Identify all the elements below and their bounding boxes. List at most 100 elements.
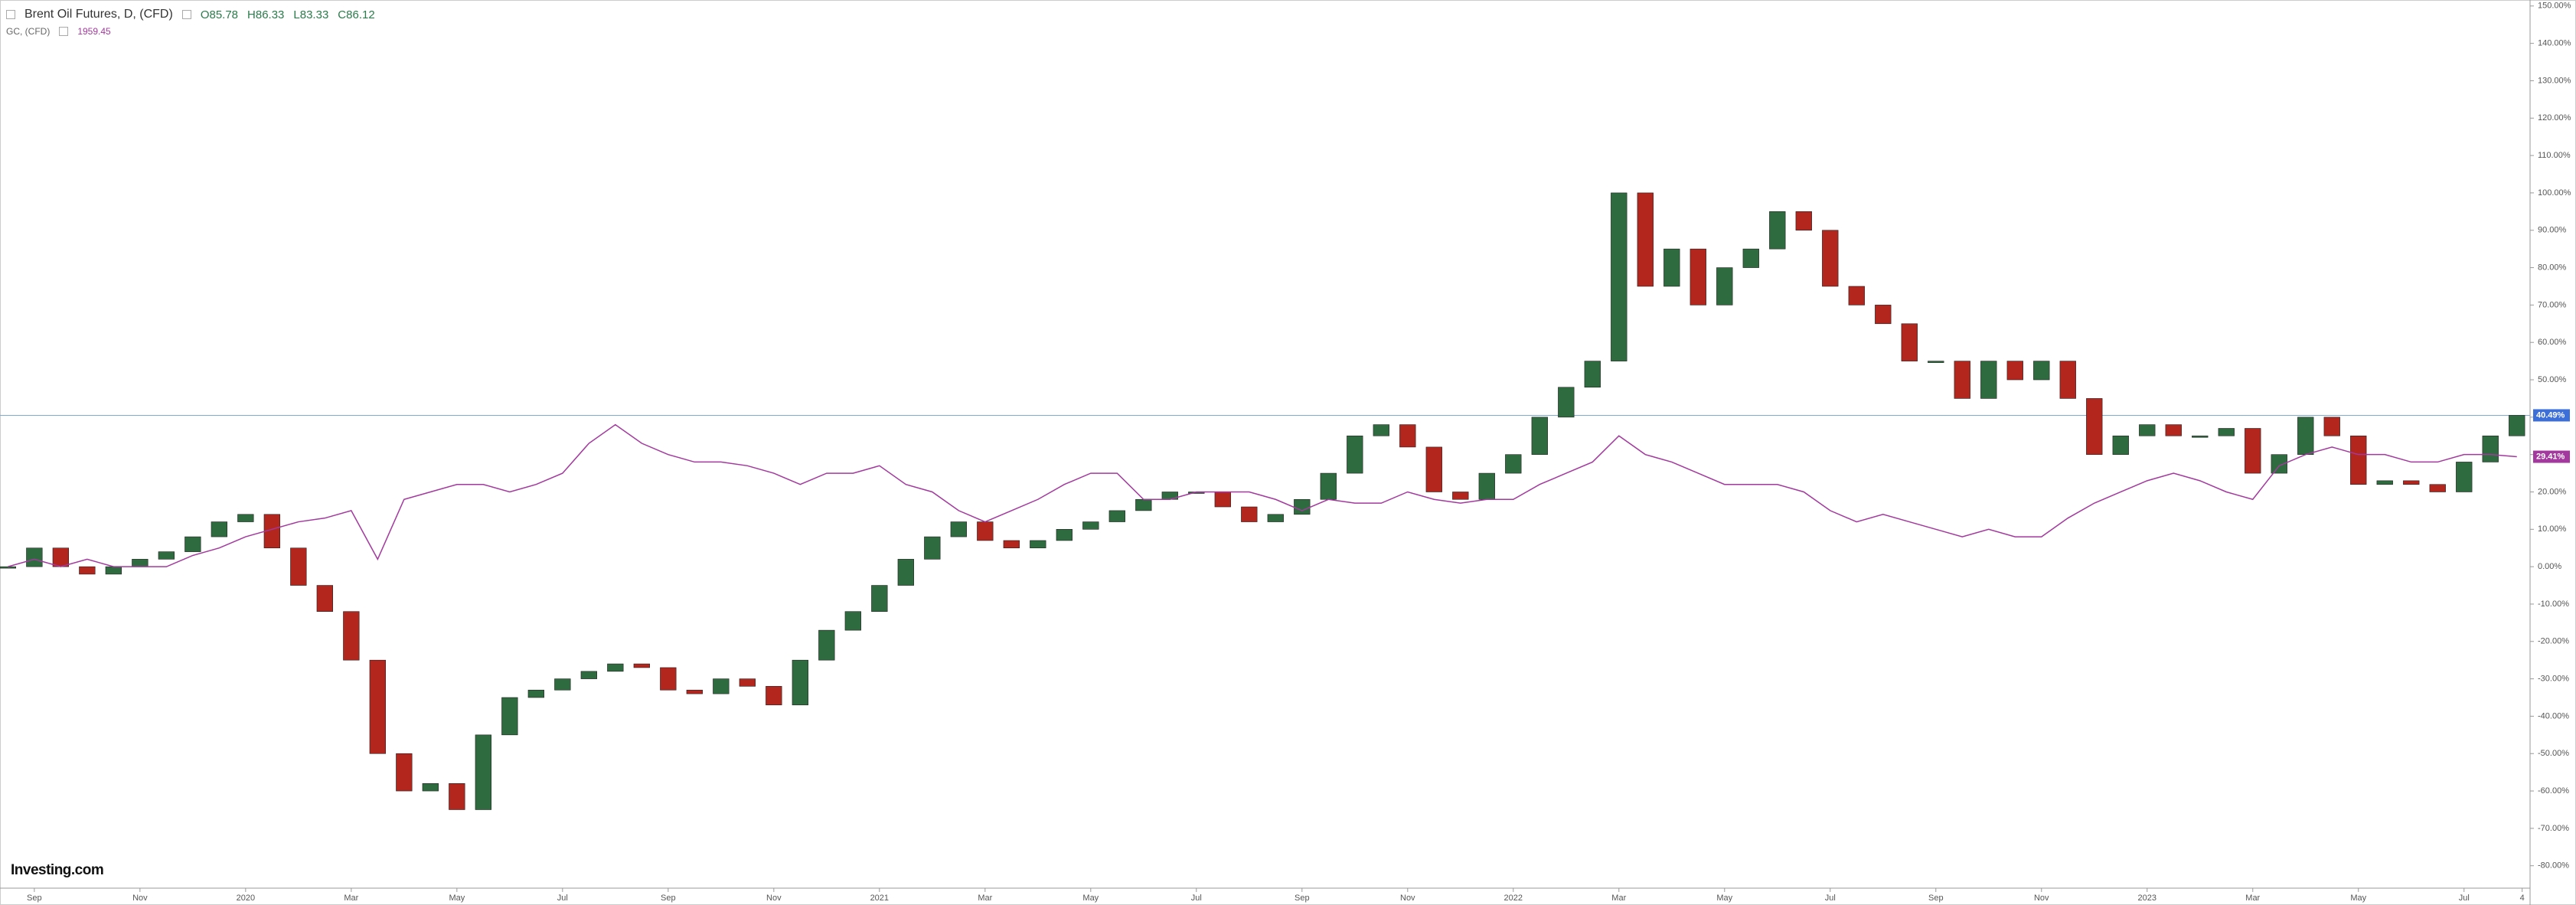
candle — [2192, 435, 2209, 438]
candle — [449, 782, 465, 810]
candle — [527, 689, 544, 698]
candle — [184, 536, 201, 552]
candle — [1267, 514, 1284, 522]
candle — [1637, 192, 1654, 287]
candle — [2429, 484, 2446, 492]
candle — [1030, 540, 1046, 549]
candle — [2112, 435, 2129, 455]
collapse-toggle[interactable] — [6, 10, 15, 19]
candle — [554, 678, 571, 691]
x-tick-label: Jul — [557, 894, 568, 903]
candle — [1663, 248, 1680, 287]
candle — [2139, 424, 2156, 436]
candle — [660, 667, 677, 691]
candle — [1373, 424, 1389, 436]
candle — [607, 663, 624, 672]
x-tick-label: May — [1082, 894, 1099, 903]
candle — [924, 536, 941, 560]
candle — [132, 559, 149, 567]
candle — [1875, 305, 1892, 325]
candle — [211, 521, 227, 537]
candle — [105, 566, 122, 575]
settings-icon[interactable] — [181, 10, 191, 19]
candle — [1848, 286, 1865, 305]
candle — [1108, 510, 1125, 522]
candle — [2376, 480, 2393, 485]
gold-line — [8, 423, 2517, 567]
y-tick-label: -10.00% — [2538, 600, 2569, 609]
candle — [1135, 498, 1152, 511]
candle — [52, 547, 69, 567]
candle — [818, 629, 835, 661]
x-tick-label: May — [1716, 894, 1732, 903]
high-value: H86.33 — [247, 8, 285, 21]
candle — [475, 734, 491, 810]
candle — [237, 514, 254, 522]
close-value: C86.12 — [338, 8, 375, 21]
candle — [2059, 361, 2076, 399]
candle — [1452, 492, 1469, 500]
open-value: O85.78 — [200, 8, 239, 21]
x-tick-label: Mar — [2245, 894, 2260, 903]
candle — [1505, 454, 1522, 474]
candle — [1980, 361, 1997, 399]
candle — [1901, 323, 1918, 361]
candle — [2165, 424, 2182, 436]
x-tick-label: 2020 — [237, 894, 255, 903]
candle — [2350, 435, 2367, 485]
candle — [1399, 424, 1416, 448]
candle — [1822, 230, 1839, 287]
y-tick-label: 80.00% — [2538, 263, 2567, 272]
x-tick-label: Nov — [132, 894, 148, 903]
candle — [897, 559, 914, 586]
x-tick-label: Nov — [766, 894, 782, 903]
compare-legend: GC, (CFD) 1959.45 — [6, 26, 111, 37]
candle — [2245, 428, 2261, 474]
x-tick-label: 2021 — [870, 894, 889, 903]
x-tick-label: Mar — [1611, 894, 1626, 903]
x-tick-label: Jul — [1191, 894, 1202, 903]
candle — [1294, 498, 1311, 515]
candle — [792, 659, 808, 706]
candle — [1716, 267, 1733, 305]
candle — [1214, 492, 1231, 508]
x-tick-label: 2023 — [2138, 894, 2156, 903]
candle — [2482, 435, 2499, 462]
candle — [422, 782, 439, 792]
candle — [950, 521, 967, 537]
candle — [158, 551, 175, 560]
x-tick-label: May — [2350, 894, 2366, 903]
candle — [1742, 248, 1759, 268]
candle — [1531, 417, 1548, 455]
candle — [2271, 454, 2287, 474]
last-value-label: 29.41% — [2536, 452, 2565, 461]
candle — [1954, 361, 1970, 399]
candle — [79, 566, 96, 575]
y-tick-label: 60.00% — [2538, 338, 2567, 347]
y-tick-label: 140.00% — [2538, 39, 2571, 48]
x-tick-label: Nov — [2034, 894, 2049, 903]
x-tick-label: Sep — [1295, 894, 1310, 903]
y-tick-label: 50.00% — [2538, 375, 2567, 384]
candle — [844, 611, 861, 631]
candle — [686, 689, 703, 694]
candle — [2218, 428, 2235, 436]
x-tick-label: Mar — [978, 894, 992, 903]
compare-value: 1959.45 — [77, 26, 111, 37]
candle — [1347, 435, 1363, 474]
candle — [1558, 387, 1575, 418]
last-value-badge — [2533, 450, 2570, 463]
candle — [739, 678, 756, 687]
candle — [871, 585, 888, 613]
settings-icon[interactable] — [59, 27, 69, 36]
y-tick-label: -40.00% — [2538, 711, 2569, 720]
candle — [316, 585, 333, 613]
y-tick-label: -30.00% — [2538, 675, 2569, 684]
candle — [1056, 529, 1073, 541]
y-tick-label: 10.00% — [2538, 524, 2567, 534]
candle — [1769, 211, 1786, 250]
low-value: L83.33 — [293, 8, 329, 21]
